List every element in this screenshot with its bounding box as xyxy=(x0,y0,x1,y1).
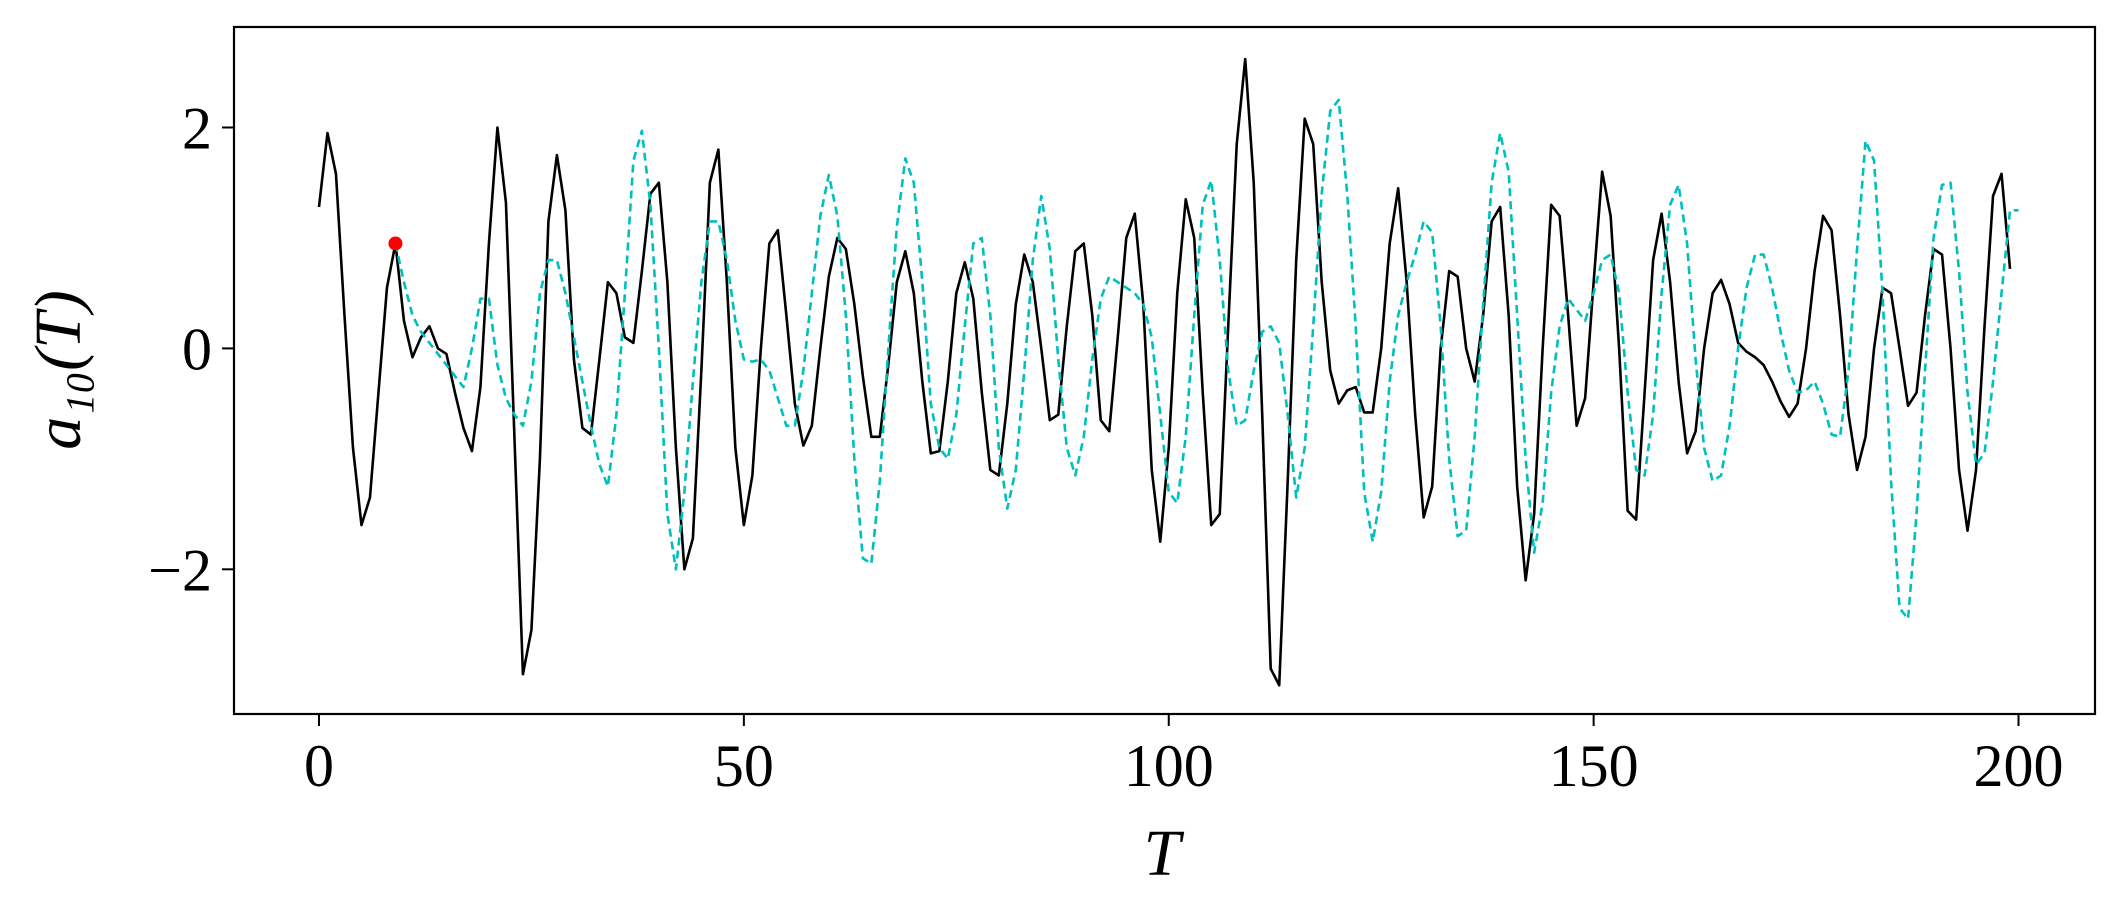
series-line xyxy=(394,98,2019,621)
y-tick-label: −2 xyxy=(148,537,212,603)
plot-frame xyxy=(232,25,2097,716)
x-tick-label: 100 xyxy=(1124,733,1214,799)
series-line xyxy=(317,57,2012,687)
y-tick-label: 2 xyxy=(182,96,212,162)
x-axis-label: T xyxy=(1144,817,1185,890)
y-tick-label: 0 xyxy=(182,316,212,382)
x-tick-label: 0 xyxy=(304,733,334,799)
marker-point xyxy=(388,236,403,251)
y-axis-label: a₁₀(T) xyxy=(22,290,95,450)
x-tick-label: 150 xyxy=(1549,733,1639,799)
x-tick-label: 200 xyxy=(1974,733,2064,799)
x-tick-label: 50 xyxy=(714,733,774,799)
